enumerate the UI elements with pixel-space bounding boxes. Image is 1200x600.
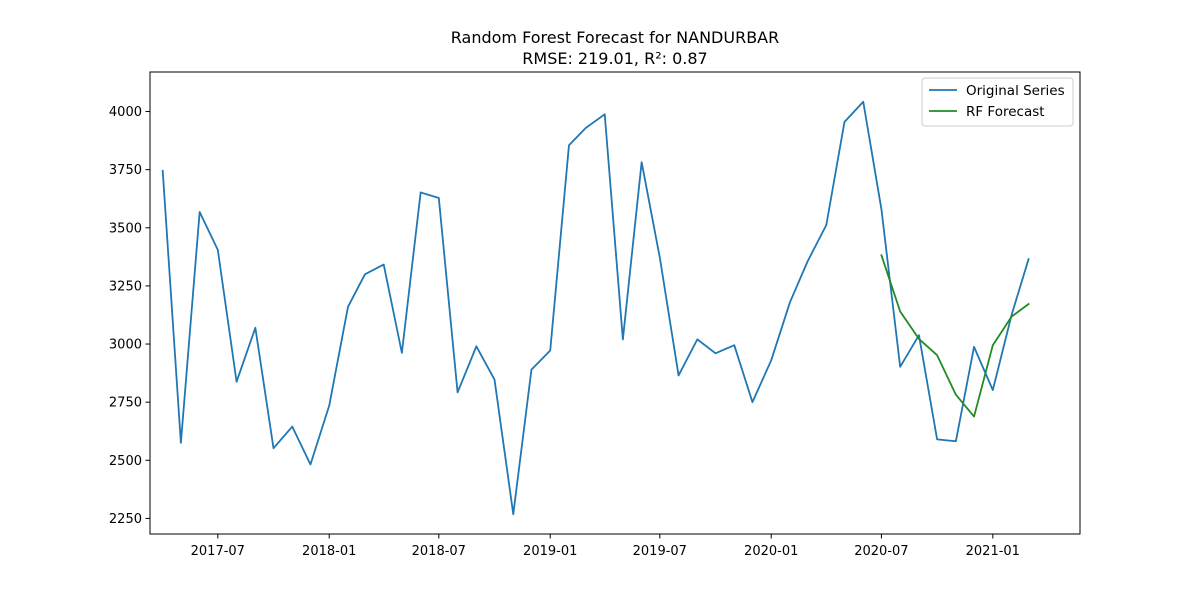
x-tick-label: 2020-07 — [854, 544, 908, 559]
y-tick-label: 4000 — [109, 105, 142, 120]
y-tick-label: 3250 — [109, 279, 142, 294]
x-tick-label: 2020-01 — [744, 544, 798, 559]
series-line-original — [161, 100, 1030, 516]
y-tick-label: 2250 — [109, 512, 142, 527]
plot-area: 2250 2500 2750 3000 3250 3500 3750 4000 2017-07 2… — [109, 71, 1081, 559]
x-tick-label: 2018-01 — [302, 544, 356, 559]
x-tick-label: 2019-07 — [633, 544, 687, 559]
series-line-rf-forecast — [880, 254, 1030, 418]
y-tick-label: 3750 — [109, 163, 142, 178]
x-tick-label: 2021-01 — [966, 544, 1020, 559]
chart-title: Random Forest Forecast for NANDURBAR — [451, 28, 779, 47]
legend-box — [921, 77, 1074, 127]
y-tick-label: 2500 — [109, 454, 142, 469]
legend-label: Original Series — [966, 83, 1065, 99]
y-tick-label: 3000 — [109, 338, 142, 353]
axes-frame — [149, 71, 1081, 535]
x-tick-label: 2019-01 — [523, 544, 577, 559]
chart-subtitle: RMSE: 219.01, R²: 0.87 — [522, 49, 707, 68]
y-tick-label: 2750 — [109, 396, 142, 411]
y-tick-label: 3500 — [109, 221, 142, 236]
x-tick-label: 2017-07 — [191, 544, 245, 559]
legend-label: RF Forecast — [966, 104, 1045, 120]
x-tick-label: 2018-07 — [412, 544, 466, 559]
